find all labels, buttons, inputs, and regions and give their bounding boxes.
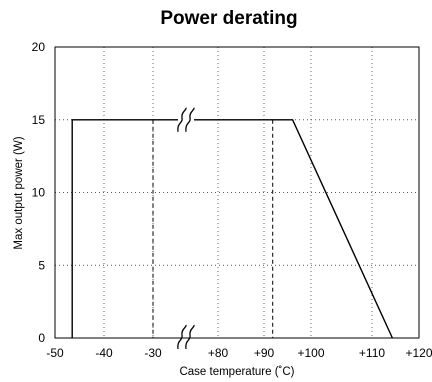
x-tick-label: +100 (297, 346, 324, 360)
x-tick-label: +90 (254, 346, 275, 360)
chart-title: Power derating (160, 8, 297, 29)
y-tick-label: 15 (32, 113, 46, 127)
x-tick-label: -30 (144, 346, 162, 360)
y-tick-label: 10 (32, 186, 46, 200)
axis-break-squiggle (185, 324, 195, 350)
axis-break-squiggle (177, 107, 187, 132)
x-tick-label: +80 (208, 346, 229, 360)
axis-break-mark (177, 324, 195, 350)
x-tick-label: +110 (359, 346, 385, 360)
axis-break-squiggle (177, 324, 187, 350)
y-tick-label: 0 (38, 331, 45, 345)
axis-break-mark (177, 107, 195, 132)
x-tick-labels: -50 -40 -30 +80 +90 +100 +110 +120 (46, 346, 432, 360)
reference-lines (152, 119, 274, 338)
y-tick-labels: 0 5 10 15 20 (32, 40, 46, 345)
y-tick-label: 20 (32, 40, 46, 54)
x-axis-label: Case temperature (˚C) (179, 366, 294, 378)
x-tick-label: -50 (46, 346, 64, 360)
grid-lines (55, 47, 419, 338)
series-line (71, 119, 394, 339)
x-tick-label: +120 (405, 346, 432, 360)
y-tick-label: 5 (38, 258, 45, 272)
series-layer (71, 119, 394, 339)
x-tick-label: -40 (95, 346, 113, 360)
plot-frame (54, 46, 420, 339)
axis-breaks (177, 107, 195, 350)
y-axis-label: Max output power (W) (13, 136, 25, 249)
axis-break-squiggle (185, 107, 195, 132)
